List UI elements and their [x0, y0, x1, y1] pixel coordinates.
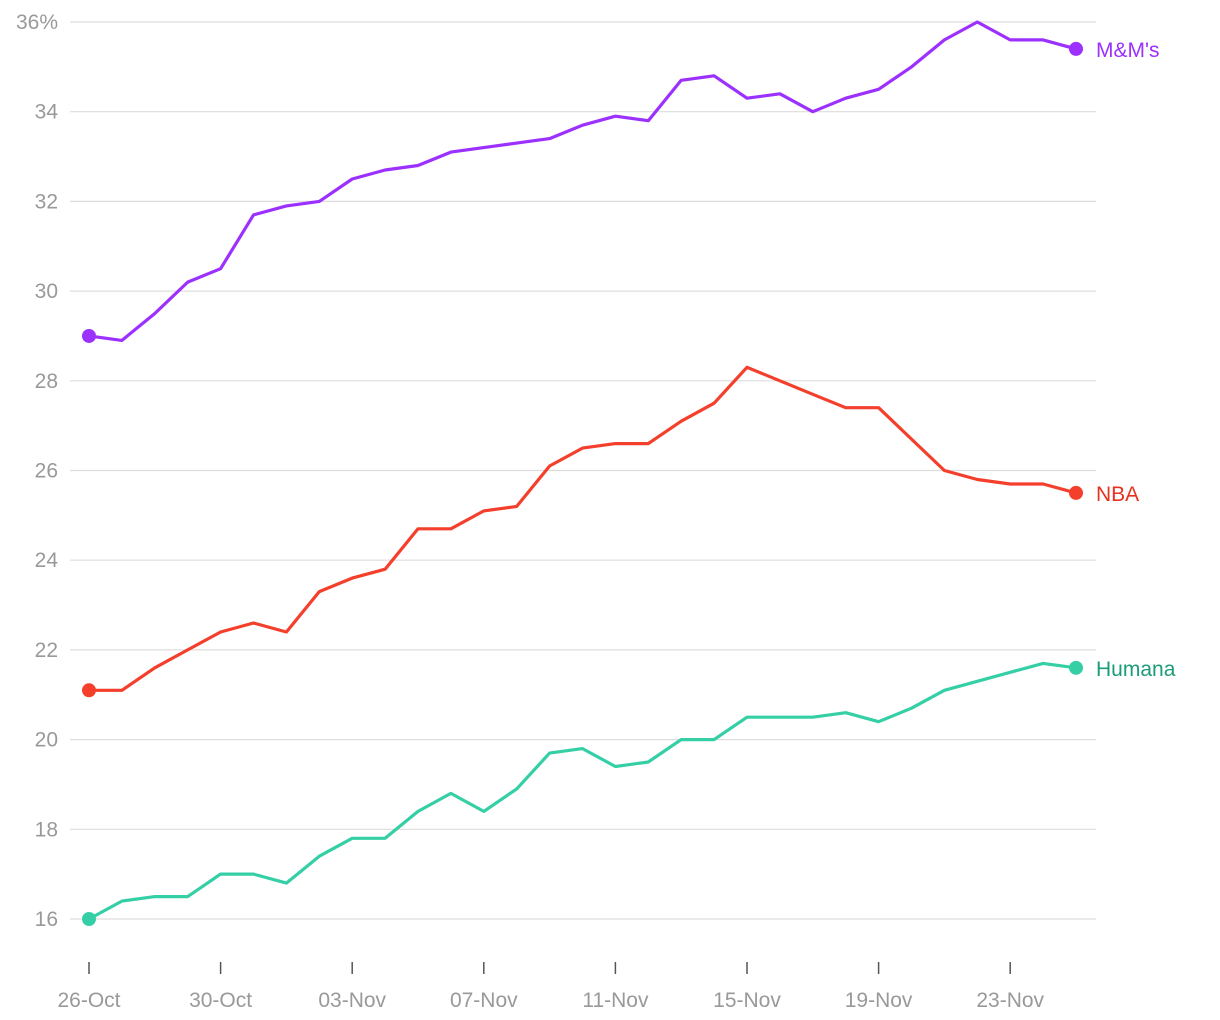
series-label-humana: Humana [1096, 658, 1176, 681]
y-tick-label: 18 [35, 818, 58, 841]
x-tick-label: 11-Nov [582, 989, 649, 1012]
x-tick-label: 03-Nov [318, 989, 386, 1012]
series-start-point-humana [82, 912, 96, 926]
x-axis: 26-Oct 30-Oct 03-Nov 07-Nov 11-Nov 15-Nov 19-N… [57, 962, 1045, 1012]
series-label-nba: NBA [1096, 483, 1139, 506]
grid-lines [70, 21, 1096, 920]
x-tick-label: 07-Nov [450, 989, 518, 1012]
series-label-m-m-s: M&M's [1096, 39, 1160, 62]
series-line-humana [87, 661, 1078, 921]
series-start-point-m-m-s [82, 328, 96, 343]
series-end-point-humana [1069, 660, 1083, 675]
y-axis-tick-labels: 16 18 20 22 24 26 28 30 32 34 36% [16, 11, 58, 931]
y-tick-label: 28 [35, 370, 58, 393]
x-tick-label: 26-Oct [57, 989, 120, 1012]
y-tick-label: 34 [35, 101, 59, 124]
y-tick-label: 32 [35, 190, 58, 213]
y-tick-label: 22 [35, 639, 58, 662]
series-end-point-nba [1069, 485, 1083, 500]
series-line-nba [87, 365, 1078, 692]
y-tick-label: 16 [35, 908, 58, 931]
x-tick-label: 30-Oct [189, 989, 252, 1012]
x-tick-label: 15-Nov [713, 989, 781, 1012]
x-tick-label: 23-Nov [976, 989, 1044, 1012]
x-tick-label: 19-Nov [845, 989, 913, 1012]
series-line-m-m-s [87, 20, 1078, 342]
series-lines [82, 20, 1083, 926]
series-start-point-nba [82, 683, 96, 698]
series-labels: M&M's NBA Humana [1096, 39, 1176, 681]
y-tick-label: 30 [35, 280, 58, 303]
y-tick-label: 26 [35, 460, 58, 483]
y-tick-label: 36% [16, 11, 58, 34]
series-end-point-m-m-s [1069, 41, 1083, 56]
y-tick-label: 20 [35, 729, 58, 752]
y-tick-label: 24 [35, 549, 59, 572]
